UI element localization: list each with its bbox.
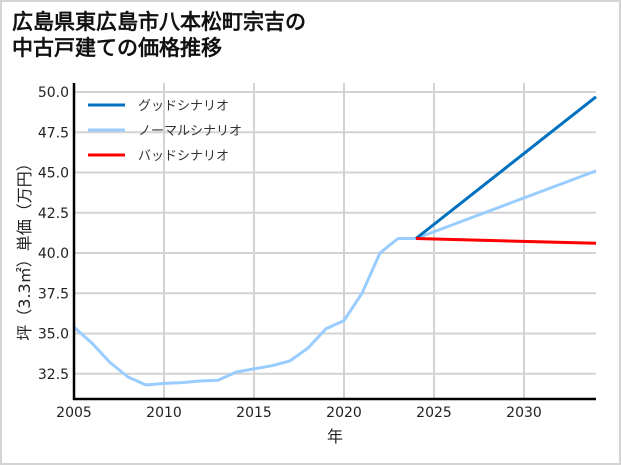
y-tick-label: 47.5 [38,125,69,141]
tick-labels: 32.5 35.0 37.5 40.0 42.5 45.0 47.5 50.0 2005 2010… [38,85,542,421]
x-tick-label: 2015 [236,405,272,421]
axes [72,83,596,401]
legend-label: ノーマルシナリオ [138,124,242,139]
y-tick-label: 50.0 [38,85,69,101]
y-tick-label: 35.0 [38,327,69,343]
y-tick-label: 42.5 [38,206,69,222]
y-axis-label: 坪（3.3㎡）単価（万円） [15,155,34,340]
x-tick-label: 2005 [56,405,92,421]
series-line [415,95,597,240]
series-line [72,169,597,387]
grid-lines [73,83,596,399]
y-tick-label: 40.0 [38,246,69,262]
x-tick-label: 2025 [416,405,452,421]
series-line [415,237,597,245]
x-tick-label: 2020 [326,405,362,421]
title-line-2: 中古戸建ての価格推移 [12,36,222,60]
x-axis-label: 年 [327,427,343,446]
y-tick-label: 32.5 [38,367,69,383]
y-tick-label: 37.5 [38,286,69,302]
chart-title: 広島県東広島市八本松町宗吉の 中古戸建ての価格推移 [12,9,306,61]
title-line-1: 広島県東広島市八本松町宗吉の [12,10,306,34]
x-tick-label: 2010 [146,405,182,421]
legend-label: グッドシナリオ [138,99,229,114]
legend-label: バッドシナリオ [138,149,229,164]
data-series [72,95,597,387]
x-tick-label: 2030 [506,405,542,421]
y-tick-label: 45.0 [38,166,69,182]
